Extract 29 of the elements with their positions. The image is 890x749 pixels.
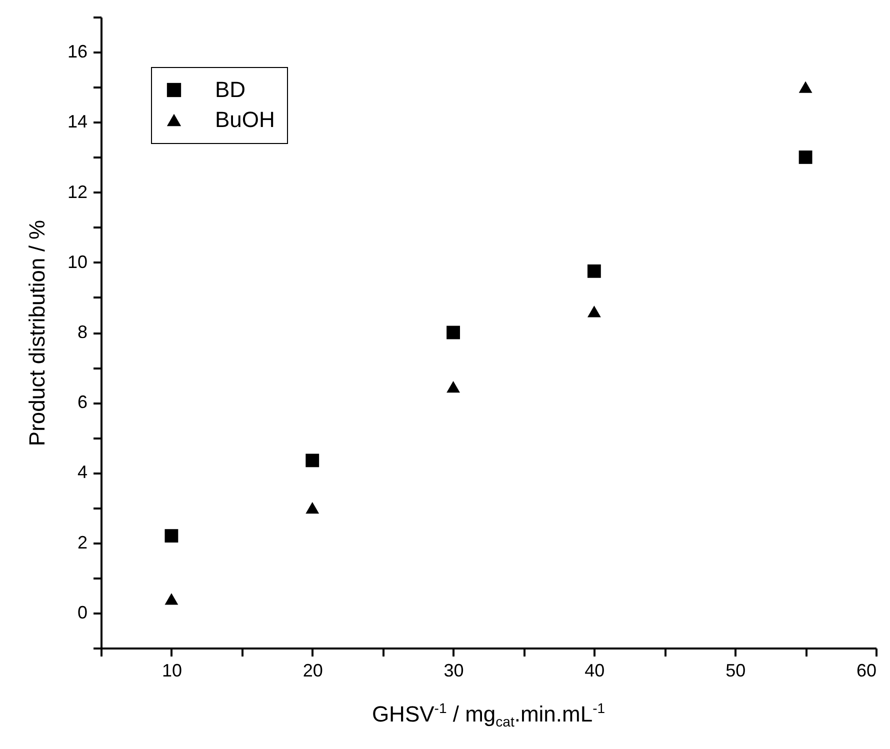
point <box>306 502 320 514</box>
y-tick-label: 6 <box>77 392 88 412</box>
legend-label: BuOH <box>215 107 275 132</box>
legend-label: BD <box>215 77 246 102</box>
x-tick-label: 10 <box>162 660 182 680</box>
point <box>446 326 460 340</box>
x-tick-label: 20 <box>302 660 323 680</box>
y-tick-label: 12 <box>67 182 88 202</box>
x-tick-label: 30 <box>444 660 464 680</box>
y-tick-label: 10 <box>67 252 88 272</box>
point <box>587 264 601 278</box>
x-tick-label: 60 <box>856 660 876 680</box>
point <box>587 306 601 318</box>
point <box>446 381 460 393</box>
point <box>164 593 178 605</box>
y-axis-title: Product distribution / % <box>24 220 50 446</box>
y-tick-label: 16 <box>67 42 88 62</box>
point <box>798 81 812 93</box>
x-tick-label: 50 <box>726 660 746 680</box>
point <box>164 529 178 543</box>
point <box>798 150 812 164</box>
y-tick-label: 4 <box>77 462 88 482</box>
x-tick-label: 40 <box>584 660 605 680</box>
y-tick-label: 2 <box>77 532 88 552</box>
point <box>306 454 320 468</box>
x-axis-title: GHSV$^{-1}$ / mg$_{cat}$.min.mL$^{-1}$ <box>370 700 606 730</box>
y-tick-label: 14 <box>67 112 88 132</box>
y-tick-label: 8 <box>77 322 88 342</box>
y-tick-label: 0 <box>77 602 88 622</box>
